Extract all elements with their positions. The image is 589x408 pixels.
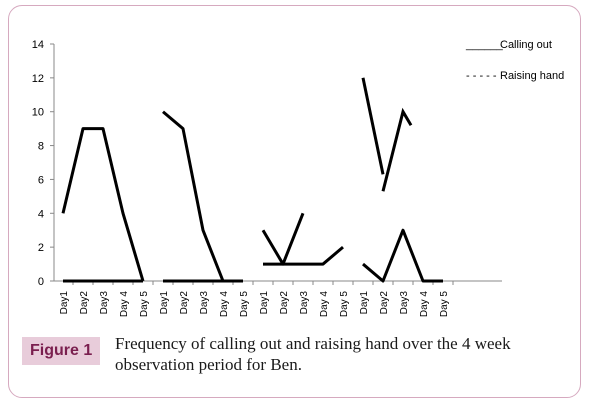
x-tick-label: Day2: [79, 291, 90, 315]
x-tick-label: Day 4: [119, 291, 130, 318]
calling-out-line: [61, 127, 145, 282]
legend-marker: ______: [465, 39, 504, 51]
figure-caption-text: Frequency of calling out and raising han…: [115, 334, 511, 374]
x-tick-label: Day3: [299, 291, 310, 315]
x-tick-label: Day 5: [339, 291, 350, 318]
x-tick-label: Day2: [279, 291, 290, 315]
x-tick-label: Day2: [379, 291, 390, 315]
x-tick-label: Day3: [199, 291, 210, 315]
y-tick-label: 0: [38, 276, 44, 288]
x-tick-label: Day 5: [139, 291, 150, 318]
calling-out-line: [381, 107, 413, 192]
calling-out-line: [361, 77, 385, 175]
x-tick-label: Day1: [359, 291, 370, 315]
x-tick-label: Day2: [179, 291, 190, 315]
legend-label: Raising hand: [500, 70, 564, 82]
x-tick-label: Day1: [159, 291, 170, 315]
x-tick-label: Day1: [259, 291, 270, 315]
x-tick-label: Day 4: [319, 291, 330, 318]
raising-hand-line: [362, 228, 443, 283]
line-chart: 0 2 4 6 8 10 12 14 Day1 Day2 Day3 Day 4 Day 5 Day1 Day…: [32, 39, 564, 318]
figure-frame: [8, 5, 581, 398]
x-tick-label: Day 4: [419, 291, 430, 318]
figure-label: Figure 1: [22, 337, 101, 365]
calling-out-line: [261, 212, 305, 266]
calling-out-line: [162, 110, 243, 283]
y-tick-label: 6: [38, 174, 44, 186]
legend-label: Calling out: [500, 39, 552, 51]
y-tick-label: 10: [32, 107, 44, 119]
x-tick-label: Day3: [99, 291, 110, 315]
x-tick-label: Day 4: [219, 291, 230, 318]
y-tick-label: 4: [38, 208, 44, 220]
x-tick-label: Day 5: [239, 291, 250, 318]
y-tick-label: 8: [38, 141, 44, 153]
x-tick-label: Day 5: [439, 291, 450, 318]
y-tick-label: 14: [32, 39, 44, 51]
raising-hand-line: [263, 245, 344, 266]
x-tick-label: Day3: [399, 291, 410, 315]
x-tick-label: Day1: [59, 291, 70, 315]
y-tick-label: 12: [32, 73, 44, 85]
y-tick-label: 2: [38, 242, 44, 254]
legend-marker: - - - - -: [466, 70, 497, 82]
